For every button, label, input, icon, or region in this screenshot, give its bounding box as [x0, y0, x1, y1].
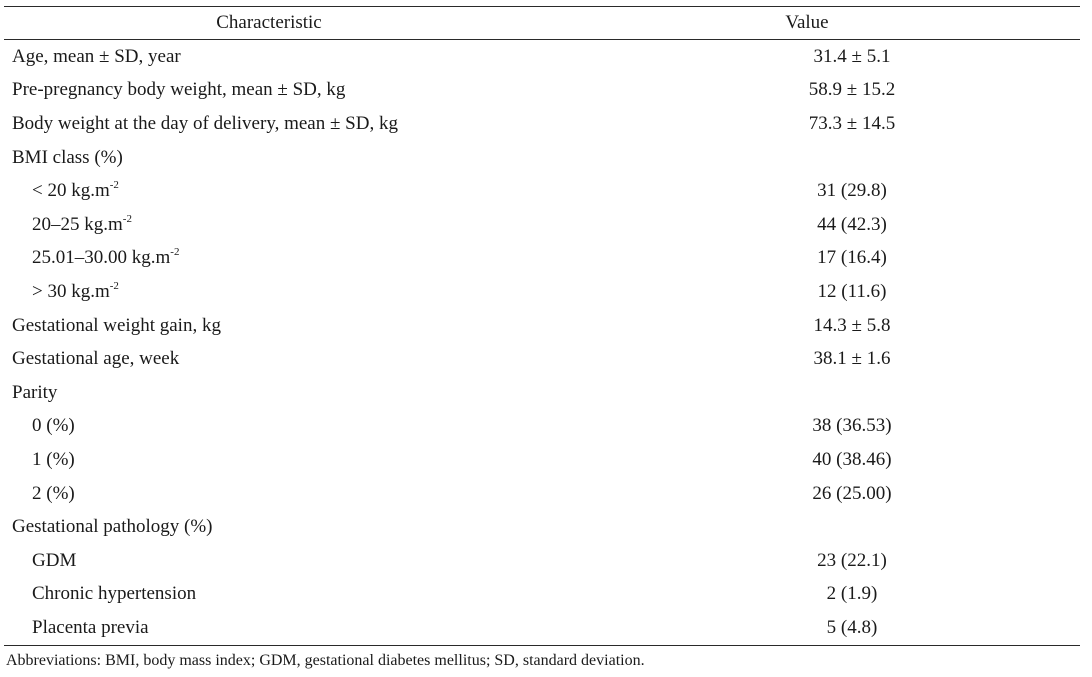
row-label: 2 (%) [32, 482, 75, 504]
row-value: 73.3 ± 14.5 [808, 112, 896, 134]
row-characteristic: < 20 kg.m-2 [4, 174, 534, 208]
row-characteristic: Placenta previa [4, 611, 534, 646]
table-row: Pre-pregnancy body weight, mean ± SD, kg… [4, 74, 1080, 108]
table-row: Placenta previa 5 (4.8) [4, 611, 1080, 646]
unit-exponent: -2 [109, 279, 119, 292]
row-value: 14.3 ± 5.8 [813, 314, 891, 336]
row-label: GDM [32, 549, 77, 571]
row-characteristic: GDM [4, 544, 534, 578]
row-value: 2 (1.9) [826, 583, 878, 605]
table-header-row: Characteristic Value [4, 6, 1080, 40]
row-label: > 30 kg.m [32, 280, 110, 302]
characteristics-table: Characteristic Value Age, mean ± SD, yea… [4, 6, 1080, 646]
row-label: Placenta previa [32, 616, 149, 638]
row-characteristic: Body weight at the day of delivery, mean… [4, 107, 534, 141]
row-characteristic: 2 (%) [4, 477, 534, 511]
table-row: Chronic hypertension 2 (1.9) [4, 578, 1080, 612]
table-row: 0 (%) 38 (36.53) [4, 410, 1080, 444]
row-value: 31 (29.8) [817, 180, 887, 202]
table-row: < 20 kg.m-2 31 (29.8) [4, 174, 1080, 208]
row-characteristic: Gestational weight gain, kg [4, 309, 534, 343]
row-characteristic: 0 (%) [4, 410, 534, 444]
row-label: Parity [12, 381, 58, 403]
row-characteristic: BMI class (%) [4, 141, 534, 175]
row-characteristic: Gestational age, week [4, 342, 534, 376]
row-label: Gestational age, week [12, 348, 180, 370]
table-row: GDM 23 (22.1) [4, 544, 1080, 578]
row-value [534, 141, 1080, 175]
row-label: Chronic hypertension [32, 583, 197, 605]
row-characteristic: Parity [4, 376, 534, 410]
table-row: Body weight at the day of delivery, mean… [4, 107, 1080, 141]
table-row: Age, mean ± SD, year 31.4 ± 5.1 [4, 40, 1080, 74]
row-value: 5 (4.8) [534, 611, 1080, 646]
row-value: 26 (25.00) [812, 482, 892, 504]
row-label: Age, mean ± SD, year [12, 45, 181, 67]
row-value: 38.1 ± 1.6 [813, 348, 891, 370]
unit-exponent: -2 [109, 179, 119, 192]
table-row: 1 (%) 40 (38.46) [4, 443, 1080, 477]
header-characteristic: Characteristic [4, 6, 534, 40]
row-characteristic: Chronic hypertension [4, 578, 534, 612]
table-row: 20–25 kg.m-2 44 (42.3) [4, 208, 1080, 242]
row-label: 25.01–30.00 kg.m [32, 247, 171, 269]
row-value: 38 (36.53) [812, 415, 892, 437]
row-label: BMI class (%) [12, 146, 123, 168]
row-characteristic: 25.01–30.00 kg.m-2 [4, 242, 534, 276]
row-characteristic: > 30 kg.m-2 [4, 275, 534, 309]
row-label: Body weight at the day of delivery, mean… [12, 112, 398, 134]
row-value: 31.4 ± 5.1 [813, 45, 891, 67]
characteristics-table-container: Characteristic Value Age, mean ± SD, yea… [4, 6, 1080, 646]
header-value: Value [534, 6, 1080, 40]
table-row: BMI class (%) [4, 141, 1080, 175]
table-row: Gestational age, week 38.1 ± 1.6 [4, 342, 1080, 376]
row-label: Gestational pathology (%) [12, 516, 213, 538]
row-characteristic: 1 (%) [4, 443, 534, 477]
row-value [534, 510, 1080, 544]
row-value: 58.9 ± 15.2 [808, 79, 896, 101]
row-value: 44 (42.3) [817, 213, 887, 235]
row-label: Gestational weight gain, kg [12, 314, 221, 336]
row-label: 1 (%) [32, 448, 75, 470]
row-label: Pre-pregnancy body weight, mean ± SD, kg [12, 79, 346, 101]
table-row: > 30 kg.m-2 12 (11.6) [4, 275, 1080, 309]
table-row: 2 (%) 26 (25.00) [4, 477, 1080, 511]
table-row: 25.01–30.00 kg.m-2 17 (16.4) [4, 242, 1080, 276]
row-value: 23 (22.1) [817, 549, 887, 571]
row-characteristic: Pre-pregnancy body weight, mean ± SD, kg [4, 74, 534, 108]
row-value: 40 (38.46) [812, 448, 892, 470]
row-value: 17 (16.4) [817, 247, 887, 269]
row-characteristic: Age, mean ± SD, year [4, 40, 534, 74]
row-label: 20–25 kg.m [32, 213, 123, 235]
row-characteristic: Gestational pathology (%) [4, 510, 534, 544]
row-value: 12 (11.6) [817, 280, 887, 302]
table-row: Parity [4, 376, 1080, 410]
table-body: Age, mean ± SD, year 31.4 ± 5.1 Pre-pregna… [4, 40, 1080, 646]
abbreviations-footnote: Abbreviations: BMI, body mass index; GDM… [6, 652, 645, 669]
table-row: Gestational pathology (%) [4, 510, 1080, 544]
row-label: 0 (%) [32, 415, 75, 437]
unit-exponent: -2 [170, 246, 180, 259]
unit-exponent: -2 [122, 212, 132, 225]
row-value [534, 376, 1080, 410]
table-row: Gestational weight gain, kg 14.3 ± 5.8 [4, 309, 1080, 343]
row-characteristic: 20–25 kg.m-2 [4, 208, 534, 242]
row-label: < 20 kg.m [32, 180, 110, 202]
